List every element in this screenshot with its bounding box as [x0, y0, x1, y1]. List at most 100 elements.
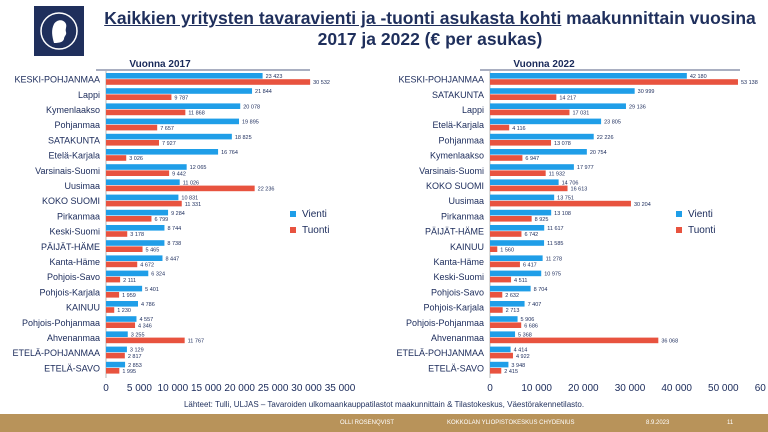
bar-tuonti: [490, 200, 631, 207]
category-label: Lappi: [462, 105, 484, 115]
bar-vienti: [490, 149, 587, 155]
bar-tuonti: [106, 109, 186, 116]
bar-tuonti: [106, 170, 170, 176]
bar-tuonti: [106, 140, 159, 146]
data-label: 2 713: [506, 308, 520, 314]
legend-label: Vienti: [688, 208, 713, 220]
legend-swatch-tuonti: [290, 227, 296, 233]
data-label: 3 948: [511, 363, 525, 369]
data-label: 1 560: [500, 247, 514, 253]
data-label: 2 415: [504, 369, 518, 375]
bar-tuonti: [490, 307, 503, 313]
bar-vienti: [106, 255, 163, 261]
x-tick-label: 20 000: [568, 383, 599, 394]
bar-vienti: [490, 346, 511, 353]
category-label: Lappi: [78, 90, 100, 100]
data-label: 4 922: [516, 354, 530, 360]
category-label: PÄIJÄT-HÄME: [41, 242, 100, 252]
category-label: Pohjois-Karjala: [423, 303, 484, 313]
bar-vienti: [490, 285, 531, 292]
data-label: 30 999: [638, 89, 655, 95]
bar-vienti: [490, 331, 516, 337]
category-label: SATAKUNTA: [48, 135, 100, 145]
bar-tuonti: [490, 352, 513, 359]
bar-tuonti: [490, 216, 532, 222]
data-label: 5 401: [145, 287, 159, 293]
bar-vienti: [106, 240, 165, 246]
data-label: 30 532: [313, 80, 330, 86]
data-label: 23 805: [604, 120, 621, 126]
data-label: 11 868: [188, 111, 204, 117]
bar-vienti: [106, 179, 180, 185]
data-label: 13 078: [554, 141, 571, 147]
data-label: 4 116: [512, 126, 525, 132]
category-label: ETELÄ-POHJANMAA: [396, 348, 484, 358]
bar-tuonti: [106, 261, 138, 268]
data-label: 9 787: [174, 95, 188, 101]
data-label: 23 423: [266, 74, 283, 80]
bar-tuonti: [106, 124, 158, 131]
data-label: 2 111: [123, 278, 136, 284]
data-label: 20 754: [590, 150, 607, 156]
category-label: Pohjois-Pohjanmaa: [406, 318, 484, 328]
data-label: 2 853: [128, 363, 142, 369]
data-label: 4 511: [514, 278, 527, 284]
bar-tuonti: [490, 79, 738, 85]
data-label: 11 585: [547, 241, 563, 247]
bar-vienti: [106, 331, 128, 337]
data-label: 20 078: [243, 104, 260, 110]
bar-vienti: [490, 118, 602, 125]
bar-tuonti: [106, 79, 311, 85]
category-label: Kanta-Häme: [433, 257, 484, 267]
bar-tuonti: [106, 200, 182, 207]
legend-2022: Vienti Tuonti: [676, 206, 715, 238]
category-label: Kanta-Häme: [49, 257, 100, 267]
bar-tuonti: [490, 94, 557, 100]
chart-title: Vuonna 2022: [513, 59, 575, 70]
data-label: 36 068: [661, 339, 678, 345]
bar-tuonti: [106, 185, 255, 192]
chart-title: Vuonna 2017: [129, 59, 191, 70]
data-label: 5 906: [521, 317, 535, 323]
data-label: 7 407: [528, 302, 542, 308]
footer-organization: KOKKOLAN YLIOPISTOKESKUS CHYDENIUS: [447, 420, 575, 426]
bar-vienti: [106, 103, 241, 109]
data-label: 11 617: [547, 226, 563, 232]
bar-tuonti: [106, 155, 127, 161]
x-tick-label: 0: [487, 383, 493, 394]
data-label: 6 799: [154, 217, 168, 223]
category-label: PÄIJÄT-HÄME: [425, 227, 484, 237]
bar-tuonti: [106, 246, 143, 252]
category-label: KOKO SUOMI: [426, 181, 484, 191]
category-label: Kymenlaakso: [46, 105, 100, 115]
x-tick-label: 0: [103, 383, 109, 394]
legend-label: Tuonti: [302, 224, 330, 236]
data-label: 9 284: [171, 211, 185, 217]
legend-item-tuonti: Tuonti: [290, 222, 329, 238]
legend-label: Vienti: [302, 208, 327, 220]
bar-vienti: [490, 164, 574, 170]
category-label: Uusimaa: [64, 181, 100, 191]
category-label: ETELÄ-SAVO: [428, 363, 484, 373]
data-label: 11 331: [185, 202, 201, 208]
category-label: KESKI-POHJANMAA: [398, 75, 484, 85]
bar-vienti: [490, 179, 559, 185]
legend-swatch-vienti: [290, 211, 296, 217]
data-label: 12 065: [190, 165, 207, 171]
footer-author: OLLI ROSENQVIST: [340, 420, 395, 426]
bar-vienti: [490, 103, 626, 109]
data-label: 21 844: [255, 89, 272, 95]
data-label: 14 217: [559, 95, 576, 101]
bar-vienti: [490, 73, 687, 79]
bar-tuonti: [490, 185, 568, 192]
data-label: 8 925: [535, 217, 549, 223]
x-tick-label: 10 000: [158, 383, 189, 394]
chart-2017: Vuonna 2017 0 5 000 10 000 15 000 20 000 25 00…: [12, 59, 355, 394]
bar-tuonti: [490, 337, 659, 344]
data-label: 11 932: [549, 171, 565, 177]
category-label: Varsinais-Suomi: [419, 166, 484, 176]
category-label: Ahvenanmaa: [47, 333, 100, 343]
data-label: 17 977: [577, 165, 594, 171]
bar-vienti: [106, 270, 149, 277]
x-tick-label: 30 000: [291, 383, 322, 394]
